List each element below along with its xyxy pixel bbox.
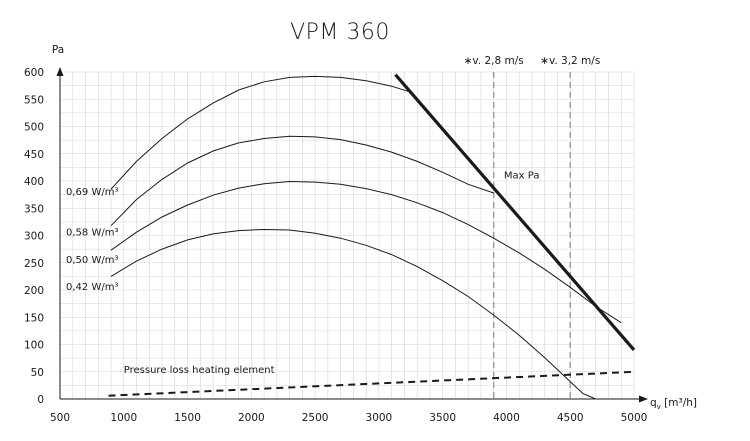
heating-loss-line bbox=[108, 370, 635, 397]
chart-title: VPM 360 bbox=[290, 20, 390, 45]
fan-curve-line bbox=[110, 75, 411, 190]
x-tick-label: 2500 bbox=[302, 412, 329, 424]
heating-loss-label: Pressure loss heating element bbox=[124, 365, 275, 376]
fan-curve-line bbox=[110, 228, 596, 400]
y-tick-label: 600 bbox=[24, 67, 44, 79]
y-tick-label: 350 bbox=[24, 203, 44, 215]
x-tick-label: 3500 bbox=[429, 412, 456, 424]
x-tick-label: 1000 bbox=[110, 412, 137, 424]
y-tick-label: 550 bbox=[24, 94, 44, 106]
axes bbox=[56, 67, 648, 403]
y-tick-label: 0 bbox=[37, 394, 44, 406]
series-label: 0,58 W/m³ bbox=[66, 228, 118, 239]
x-tick-label: 1500 bbox=[174, 412, 201, 424]
y-axis-arrow bbox=[56, 67, 64, 76]
series-label: 0,69 W/m³ bbox=[66, 187, 118, 198]
max-pa-label: Max Pa bbox=[504, 170, 540, 181]
y-tick-label: 150 bbox=[24, 312, 44, 324]
x-axis-arrow bbox=[639, 395, 648, 403]
y-tick-label: 200 bbox=[24, 285, 44, 297]
series-label: 0,50 W/m³ bbox=[66, 255, 118, 266]
y-tick-label: 500 bbox=[24, 122, 44, 134]
y-tick-label: 100 bbox=[24, 340, 44, 352]
y-tick-label: 250 bbox=[24, 258, 44, 270]
x-tick-label: 4500 bbox=[557, 412, 584, 424]
x-tick-label: 4000 bbox=[493, 412, 520, 424]
y-tick-label: 50 bbox=[31, 367, 44, 379]
max-pa-line bbox=[394, 73, 636, 351]
x-tick-label: 500 bbox=[50, 412, 70, 424]
fan-curve-line bbox=[110, 135, 494, 227]
y-axis-label: Pa bbox=[52, 44, 64, 56]
x-tick-label: 5000 bbox=[621, 412, 648, 424]
y-tick-label: 300 bbox=[24, 231, 44, 243]
fan-curve-line bbox=[110, 180, 622, 324]
velocity-label: ∗v. 2,8 m/s bbox=[464, 55, 524, 67]
velocity-label: ∗v. 3,2 m/s bbox=[540, 55, 600, 67]
velocity-lines bbox=[492, 72, 571, 399]
series-label: 0,42 W/m³ bbox=[66, 282, 118, 293]
max-pa-layer bbox=[394, 73, 636, 351]
x-tick-label: 2000 bbox=[238, 412, 265, 424]
fan-curves bbox=[110, 75, 622, 400]
y-tick-label: 450 bbox=[24, 149, 44, 161]
x-tick-label: 3000 bbox=[366, 412, 393, 424]
x-axis-label: qv [m³/h] bbox=[650, 397, 697, 411]
y-tick-label: 400 bbox=[24, 176, 44, 188]
heating-loss-layer bbox=[108, 370, 635, 397]
text-labels: 500 1000 1500 2000 2500 3000 3500 4000 4500 50000… bbox=[24, 20, 697, 424]
grid bbox=[60, 71, 635, 399]
